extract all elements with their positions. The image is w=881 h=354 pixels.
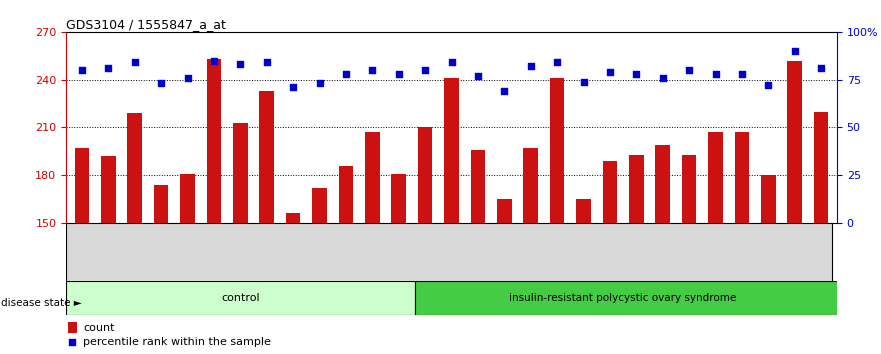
- Bar: [682, 154, 696, 223]
- Bar: [444, 78, 459, 223]
- Point: [655, 75, 670, 81]
- Bar: [391, 174, 406, 223]
- Bar: [338, 166, 353, 223]
- Bar: [233, 123, 248, 223]
- Point: [735, 71, 749, 77]
- Point: [418, 67, 433, 73]
- Bar: [708, 132, 722, 223]
- Point: [101, 65, 115, 71]
- Text: disease state ►: disease state ►: [1, 298, 82, 308]
- Text: control: control: [221, 293, 260, 303]
- Bar: [523, 148, 538, 223]
- Point: [207, 58, 221, 63]
- Point: [313, 81, 327, 86]
- Bar: [629, 154, 644, 223]
- Point: [128, 59, 142, 65]
- Bar: [418, 127, 433, 223]
- Text: count: count: [83, 322, 115, 332]
- Point: [761, 82, 775, 88]
- Bar: [788, 61, 802, 223]
- Bar: [128, 113, 142, 223]
- Point: [708, 71, 722, 77]
- Bar: [181, 174, 195, 223]
- Bar: [259, 91, 274, 223]
- Bar: [497, 199, 512, 223]
- Point: [444, 59, 458, 65]
- Bar: [66, 281, 415, 315]
- Point: [392, 71, 406, 77]
- Bar: [761, 175, 775, 223]
- Point: [788, 48, 802, 54]
- Point: [233, 62, 248, 67]
- Bar: [365, 132, 380, 223]
- Point: [181, 75, 195, 81]
- Point: [550, 59, 564, 65]
- Point: [497, 88, 511, 94]
- Point: [260, 59, 274, 65]
- Bar: [550, 78, 565, 223]
- Bar: [415, 281, 848, 315]
- Point: [682, 67, 696, 73]
- Bar: [655, 145, 670, 223]
- Point: [381, 251, 395, 256]
- Point: [523, 63, 537, 69]
- Bar: [68, 322, 78, 333]
- Point: [470, 73, 485, 79]
- Bar: [207, 59, 221, 223]
- Bar: [814, 112, 828, 223]
- Bar: [603, 161, 618, 223]
- Point: [286, 85, 300, 90]
- Point: [576, 79, 590, 84]
- Text: insulin-resistant polycystic ovary syndrome: insulin-resistant polycystic ovary syndr…: [509, 293, 737, 303]
- Bar: [75, 148, 89, 223]
- Point: [366, 67, 380, 73]
- Bar: [154, 185, 168, 223]
- Point: [629, 71, 643, 77]
- Point: [339, 71, 353, 77]
- Text: GDS3104 / 1555847_a_at: GDS3104 / 1555847_a_at: [66, 18, 226, 31]
- Bar: [101, 156, 115, 223]
- Text: percentile rank within the sample: percentile rank within the sample: [83, 337, 270, 347]
- Point: [603, 69, 617, 75]
- Point: [814, 65, 828, 71]
- Bar: [735, 132, 749, 223]
- Bar: [576, 199, 591, 223]
- Point: [75, 67, 89, 73]
- Bar: [470, 150, 485, 223]
- Bar: [285, 213, 300, 223]
- Point: [154, 81, 168, 86]
- Bar: [312, 188, 327, 223]
